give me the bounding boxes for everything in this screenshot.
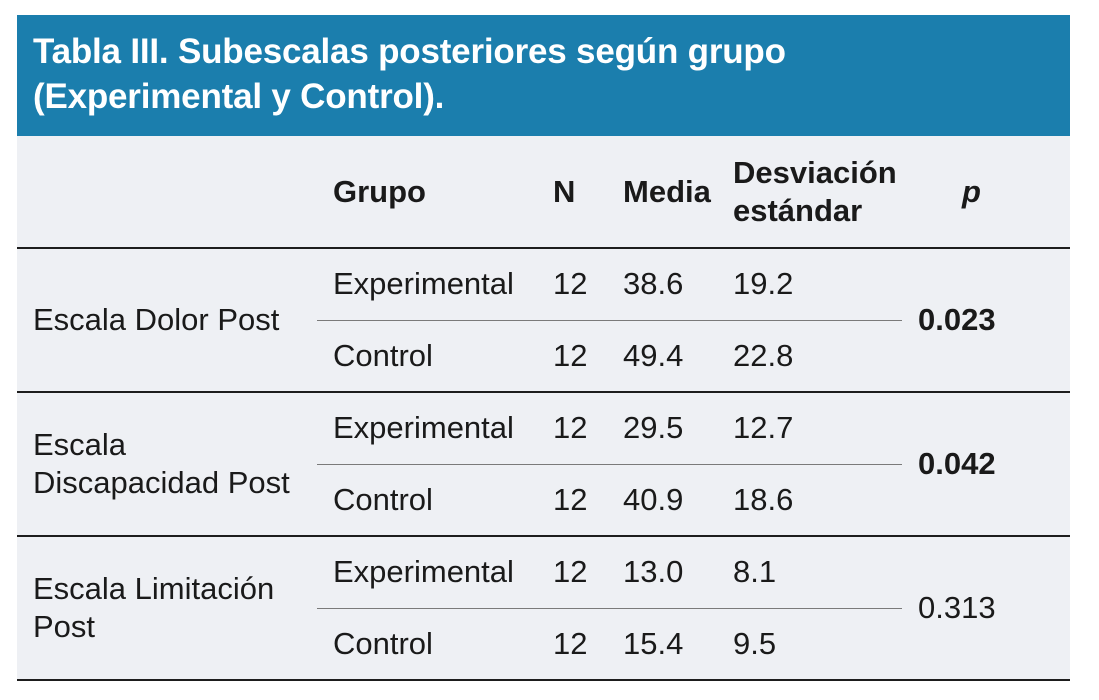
sd-cell: 18.6 (733, 481, 794, 517)
grupo-cell: Control (333, 337, 433, 373)
table-row: Escala Discapacidad Post Experimental 12… (17, 391, 1070, 536)
table-card: Tabla III. Subescalas posteriores según … (17, 15, 1070, 681)
table-title-bar: Tabla III. Subescalas posteriores según … (17, 15, 1070, 136)
media-cell: 29.5 (607, 391, 717, 465)
grupo-cell: Experimental (317, 535, 537, 609)
col-header-p: p (902, 136, 1070, 249)
grupo-cell: Experimental (317, 391, 537, 465)
grupo-cell: Experimental (317, 247, 537, 321)
col-header-media: Media (607, 136, 717, 249)
table-row: Control 12 40.9 18.6 (17, 464, 1070, 536)
sd-cell: 12.7 (717, 391, 902, 465)
sd-cell: 8.1 (717, 535, 902, 609)
row-label-cell: Escala Discapacidad Post (17, 391, 317, 536)
col-header-empty (17, 136, 317, 249)
col-header-n: N (537, 136, 607, 249)
media-cell: 49.4 (623, 337, 684, 373)
p-value-cell: 0.313 (902, 535, 1070, 680)
col-header-grupo: Grupo (317, 136, 537, 249)
n-cell: 12 (553, 337, 588, 373)
stats-table: Grupo N Media Desviación estándar p Esca… (17, 136, 1070, 681)
row-label-cell: Escala Dolor Post (17, 247, 317, 392)
col-header-desviacion: Desviación estándar (717, 136, 902, 249)
n-cell: 12 (553, 481, 588, 517)
n-cell: 12 (537, 535, 607, 609)
sd-cell: 22.8 (733, 337, 794, 373)
grupo-cell: Control (333, 625, 433, 661)
table-row: Control 12 15.4 9.5 (17, 608, 1070, 680)
row-label-cell: Escala Limitación Post (17, 535, 317, 680)
n-cell: 12 (537, 391, 607, 465)
media-cell: 40.9 (623, 481, 684, 517)
table-row: Escala Dolor Post Experimental 12 38.6 1… (17, 247, 1070, 392)
sd-cell: 19.2 (717, 247, 902, 321)
media-cell: 13.0 (607, 535, 717, 609)
table-title-line-2: (Experimental y Control). (33, 77, 445, 116)
p-value-cell: 0.042 (902, 391, 1070, 536)
n-cell: 12 (537, 247, 607, 321)
n-cell: 12 (553, 625, 588, 661)
table-row: Control 12 49.4 22.8 (17, 320, 1070, 392)
media-cell: 15.4 (623, 625, 684, 661)
table-title-line-1: Tabla III. Subescalas posteriores según … (33, 32, 786, 71)
p-value-cell: 0.023 (902, 247, 1070, 392)
media-cell: 38.6 (607, 247, 717, 321)
table-row: Escala Limitación Post Experimental 12 1… (17, 535, 1070, 680)
header-row: Grupo N Media Desviación estándar p (17, 136, 1070, 249)
sd-cell: 9.5 (733, 625, 777, 661)
grupo-cell: Control (333, 481, 433, 517)
